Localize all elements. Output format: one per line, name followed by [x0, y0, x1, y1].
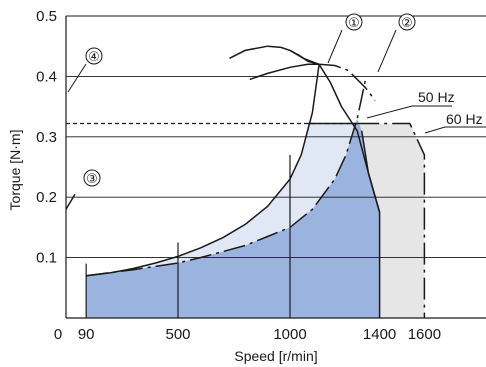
- x-axis-title: Speed [r/min]: [234, 348, 317, 364]
- y-tick-label-1: 0.2: [36, 189, 57, 206]
- y-axis-title: Torque [N·m]: [7, 130, 23, 211]
- label-60hz: 60 Hz: [446, 111, 483, 127]
- label-50hz: 50 Hz: [418, 89, 455, 105]
- region-continuous: [86, 118, 380, 318]
- label-1: ①: [348, 15, 360, 30]
- label-4: ④: [88, 49, 100, 64]
- series-line-5: [319, 63, 376, 102]
- x-tick-label-2: 500: [165, 326, 190, 343]
- x-tick-labels: 0 90 500 1000 1400 1600: [54, 326, 441, 343]
- label-2: ②: [401, 15, 413, 30]
- series-line-1: [249, 63, 320, 81]
- label-3: ③: [86, 171, 98, 186]
- series-line-4: [86, 76, 367, 277]
- label-1-group: ①: [327, 13, 363, 64]
- y-tick-labels: 0.1 0.2 0.3 0.4 0.5: [36, 8, 57, 267]
- series-line-6: [66, 193, 76, 210]
- y-tick-label-3: 0.4: [36, 68, 57, 85]
- y-tick-label-4: 0.5: [36, 8, 57, 25]
- series-line-0: [229, 45, 320, 66]
- outline-50hz: [360, 130, 381, 318]
- x-tick-label-3: 1000: [273, 326, 306, 343]
- x-tick-label-4: 1400: [363, 326, 396, 343]
- label-60hz-group: 60 Hz: [424, 111, 486, 134]
- label-4-group: ④: [67, 47, 103, 93]
- x-tick-label-1: 90: [78, 326, 95, 343]
- y-tick-label-0: 0.1: [36, 250, 57, 267]
- region-60hz: [357, 123, 425, 318]
- label-3-group: ③: [83, 169, 101, 187]
- label-2-group: ②: [377, 13, 416, 73]
- x-tick-label-5: 1600: [408, 326, 441, 343]
- x-tick-label-0: 0: [54, 326, 62, 343]
- label-50hz-group: 50 Hz: [366, 89, 455, 119]
- series-line-2: [86, 64, 320, 277]
- outline-60hz: [357, 122, 426, 318]
- y-tick-label-2: 0.3: [36, 129, 57, 146]
- curves: [66, 45, 381, 277]
